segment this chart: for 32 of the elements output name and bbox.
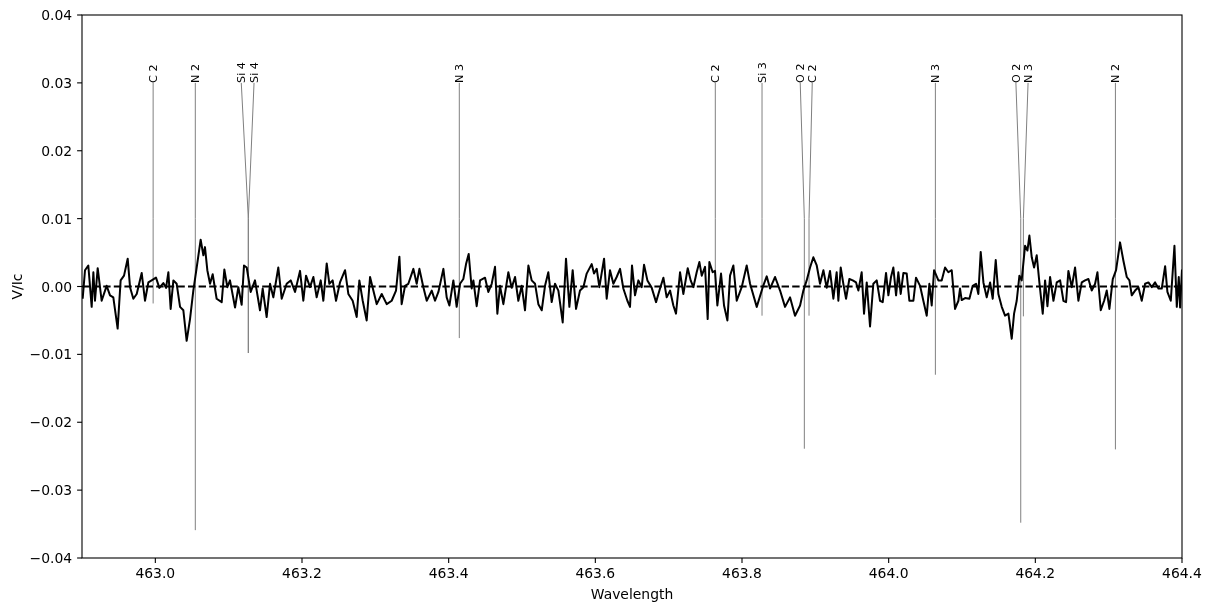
annotation: N 3 — [1021, 63, 1035, 83]
x-tick-label: 463.6 — [575, 565, 616, 582]
annotation: Si 4 — [234, 62, 248, 83]
y-tick-label: −0.02 — [29, 414, 73, 431]
annotation: N 2 — [1108, 63, 1122, 83]
y-tick-label: −0.04 — [29, 550, 73, 566]
annotation: Si 3 — [755, 62, 769, 83]
annotation: N 3 — [452, 63, 466, 83]
x-tick-label: 464.2 — [1015, 565, 1056, 582]
x-tick-label: 463.0 — [135, 565, 176, 582]
x-tick-label: 464.0 — [868, 565, 909, 582]
y-tick-label: 0.00 — [41, 278, 73, 295]
x-tick-label: 464.4 — [1162, 565, 1203, 582]
y-tick-label: −0.03 — [29, 482, 73, 499]
y-tick-label: 0.03 — [41, 74, 73, 91]
y-tick-label: 0.01 — [41, 210, 73, 227]
x-tick-label: 463.2 — [282, 565, 322, 582]
annotation: O 2 — [1009, 63, 1023, 83]
x-tick-label: 463.8 — [722, 565, 762, 582]
y-tick-label: 0.02 — [41, 142, 73, 159]
x-tick-label: 463.4 — [428, 565, 469, 582]
annotation: N 2 — [188, 63, 202, 83]
annotation: C 2 — [805, 64, 819, 83]
annotation: Si 4 — [247, 62, 261, 83]
y-axis-title: V/Ic — [9, 273, 25, 300]
annotation: O 2 — [793, 63, 807, 83]
y-tick-label: −0.01 — [29, 346, 73, 363]
annotation: N 3 — [928, 63, 942, 83]
annotation: C 2 — [146, 64, 160, 83]
y-tick-label: 0.04 — [41, 7, 73, 23]
annotation: C 2 — [708, 64, 722, 83]
x-axis-title: Wavelength — [590, 586, 674, 602]
